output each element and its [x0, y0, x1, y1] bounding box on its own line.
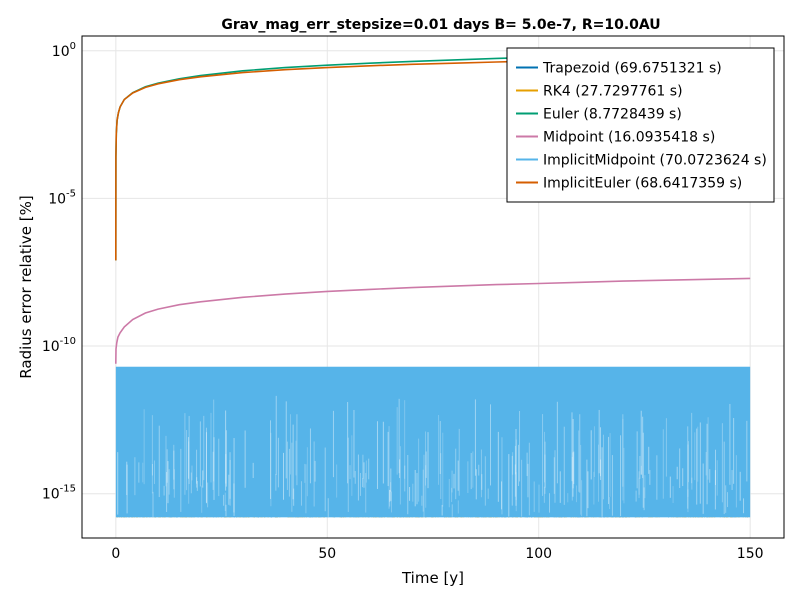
y-axis-label: Radius error relative [%] [17, 195, 35, 378]
x-tick-label: 50 [318, 546, 336, 562]
legend-item: Euler (8.7728439 s) [516, 107, 682, 123]
series-line [115, 277, 751, 364]
legend-label: Midpoint (16.0935418 s) [543, 130, 715, 146]
series-5 [115, 366, 751, 518]
legend-label: Trapezoid (69.6751321 s) [542, 61, 722, 77]
x-axis-label: Time [y] [401, 569, 464, 587]
legend-item: RK4 (27.7297761 s) [516, 84, 683, 100]
legend-item: ImplicitEuler (68.6417359 s) [516, 176, 742, 192]
legend-label: RK4 (27.7297761 s) [543, 84, 683, 100]
x-tick-label: 0 [111, 546, 120, 562]
series-4 [115, 277, 751, 364]
legend-item: ImplicitMidpoint (70.0723624 s) [516, 153, 767, 169]
legend: Trapezoid (69.6751321 s) RK4 (27.7297761 … [506, 47, 775, 203]
legend-box [506, 47, 775, 203]
legend-label: ImplicitMidpoint (70.0723624 s) [543, 153, 767, 169]
plot-frame [81, 35, 785, 539]
series-band [115, 366, 751, 518]
x-tick-label: 150 [737, 546, 764, 562]
legend-item: Midpoint (16.0935418 s) [516, 130, 715, 146]
legend-label: Euler (8.7728439 s) [543, 107, 682, 123]
legend-item: Trapezoid (69.6751321 s) [516, 61, 722, 77]
chart-title: Grav_mag_err_stepsize=0.01 days B= 5.0e-… [221, 17, 660, 33]
x-tick-label: 100 [525, 546, 552, 562]
legend-label: ImplicitEuler (68.6417359 s) [543, 176, 742, 192]
series-layer [115, 51, 751, 518]
